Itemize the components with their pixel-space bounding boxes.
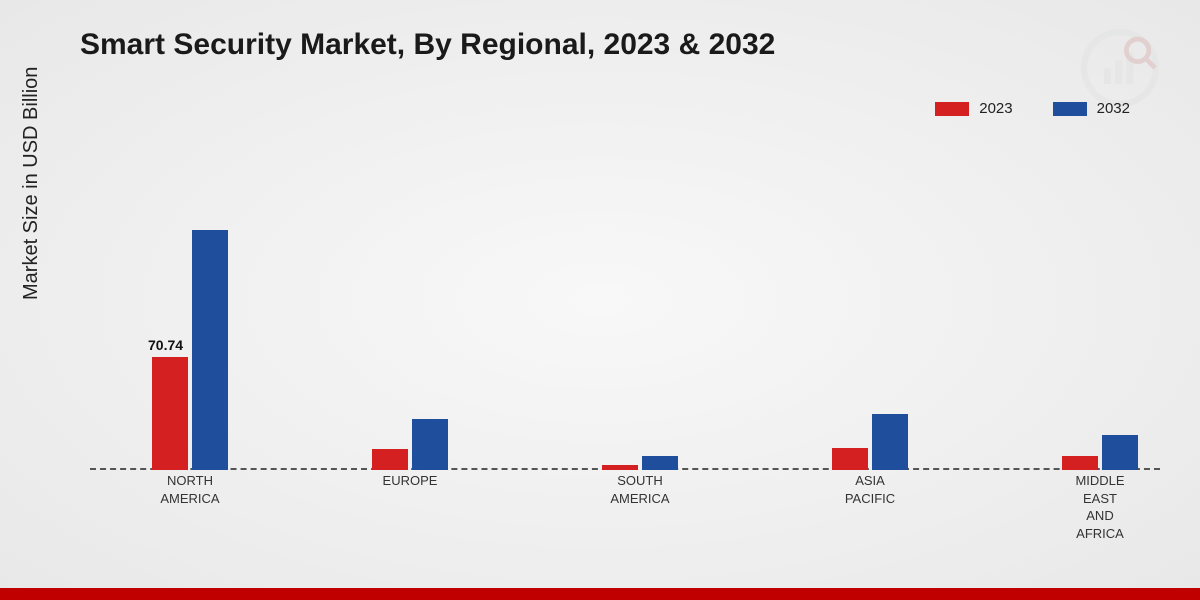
- bar: [642, 456, 678, 470]
- x-tick-label: NORTHAMERICA: [110, 472, 270, 507]
- x-tick-label: EUROPE: [330, 472, 490, 490]
- bar-group: 70.74: [130, 230, 250, 470]
- x-tick-label: SOUTHAMERICA: [560, 472, 720, 507]
- bar: [192, 230, 228, 470]
- bar-group: [810, 414, 930, 470]
- bar: [372, 449, 408, 470]
- bar: [1062, 456, 1098, 470]
- legend-item-2023: 2023: [935, 100, 1012, 117]
- legend-label-2032: 2032: [1097, 100, 1130, 117]
- chart-page: Smart Security Market, By Regional, 2023…: [0, 0, 1200, 600]
- legend-swatch-2023: [935, 102, 969, 116]
- bar: [832, 448, 868, 470]
- legend-label-2023: 2023: [979, 100, 1012, 117]
- legend-item-2032: 2032: [1053, 100, 1130, 117]
- watermark-logo-icon: [1080, 28, 1160, 108]
- y-axis-label: Market Size in USD Billion: [20, 67, 43, 300]
- legend-swatch-2032: [1053, 102, 1087, 116]
- bar-group: [1040, 435, 1160, 470]
- bar-value-label: 70.74: [148, 337, 183, 353]
- footer-accent-bar: [0, 588, 1200, 600]
- bar-group: [580, 456, 700, 470]
- bar: [412, 419, 448, 470]
- bar: [872, 414, 908, 470]
- bar-group: [350, 419, 470, 470]
- plot-area: 70.74: [90, 150, 1160, 470]
- legend: 2023 2032: [935, 100, 1130, 117]
- bar: [1102, 435, 1138, 470]
- chart-title: Smart Security Market, By Regional, 2023…: [80, 28, 775, 62]
- x-tick-label: MIDDLEEASTANDAFRICA: [1020, 472, 1180, 542]
- x-axis-ticks: NORTHAMERICA EUROPE SOUTHAMERICA ASIAPACIFI…: [90, 472, 1160, 552]
- x-tick-label: ASIAPACIFIC: [790, 472, 950, 507]
- bar: [152, 357, 188, 470]
- bar: [602, 465, 638, 470]
